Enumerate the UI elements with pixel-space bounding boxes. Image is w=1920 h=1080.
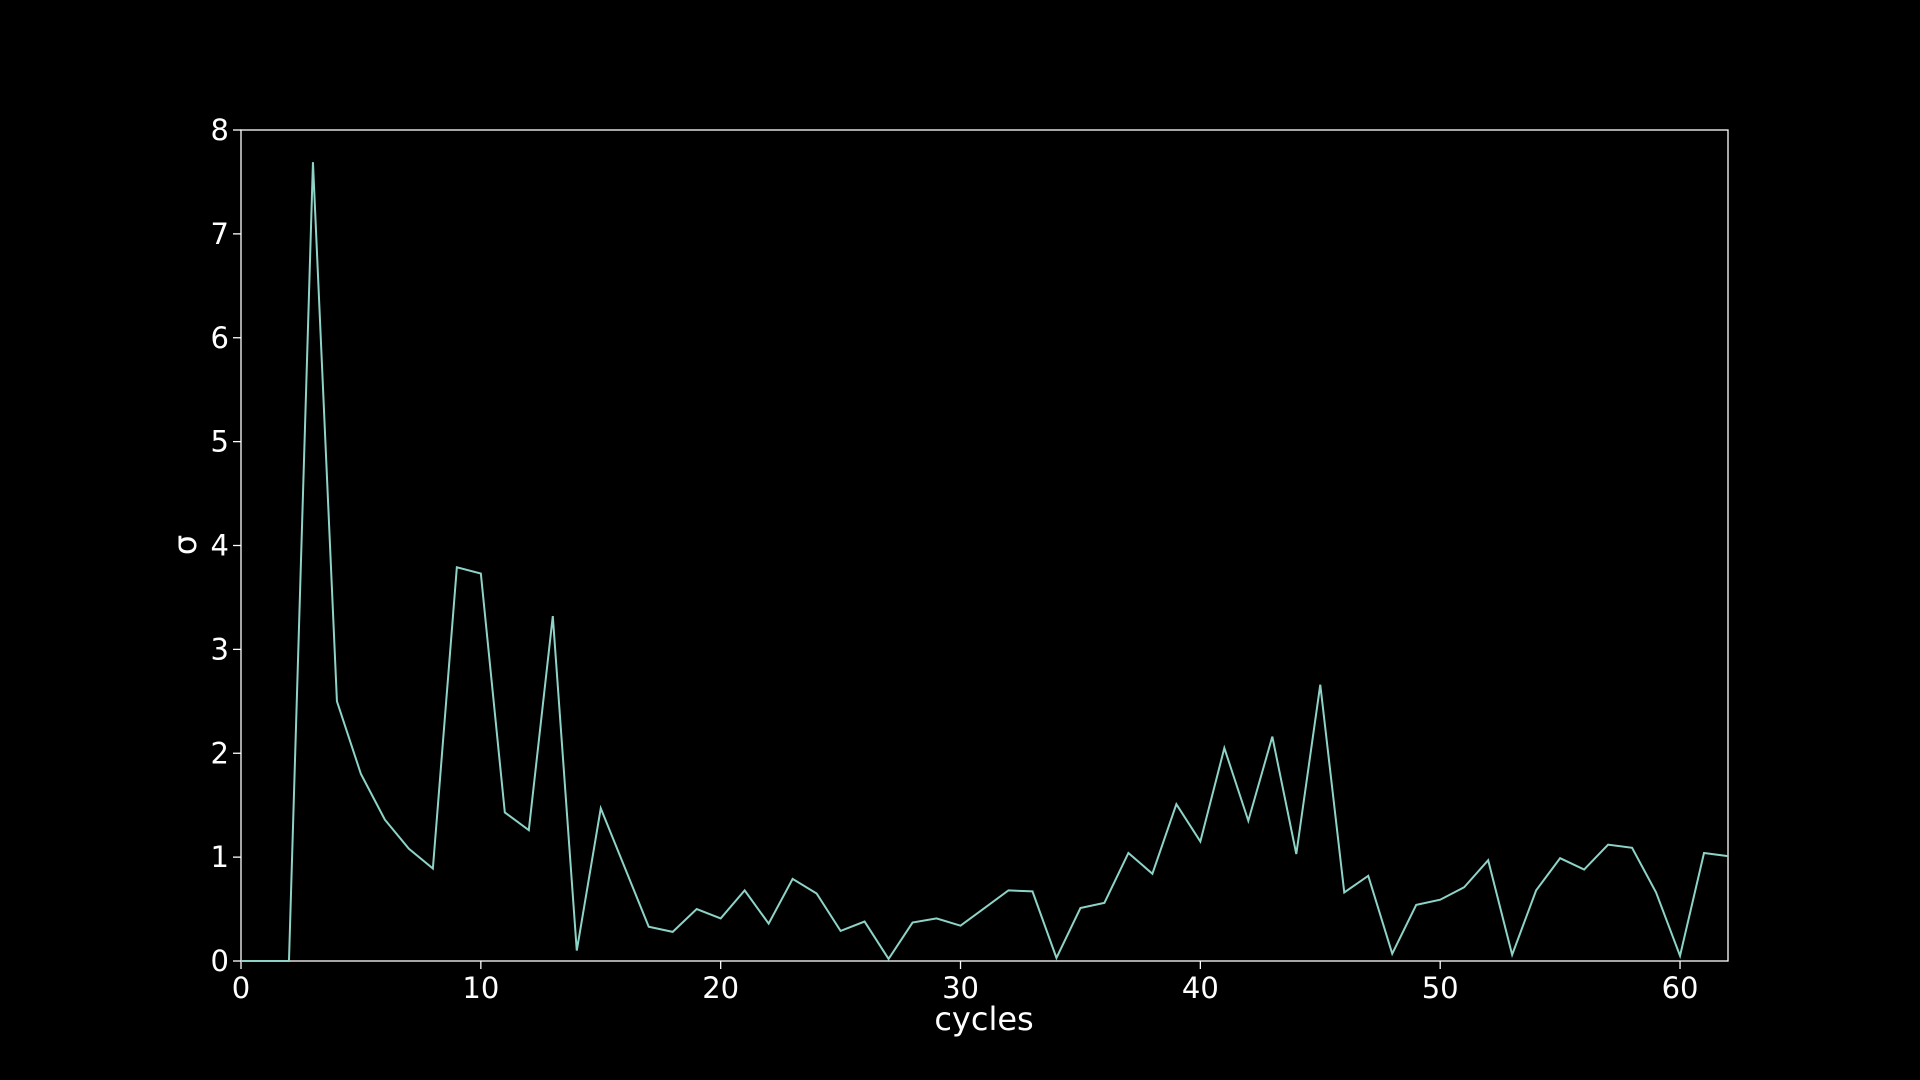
y-tick-label: 2 xyxy=(211,736,229,770)
y-tick-label: 6 xyxy=(211,321,229,355)
y-tick-label: 1 xyxy=(211,840,229,874)
y-tick-label: 5 xyxy=(211,425,229,459)
x-tick-label: 30 xyxy=(942,971,979,1005)
series-line xyxy=(241,162,1729,962)
y-tick-label: 8 xyxy=(211,113,229,147)
x-axis-label: cycles xyxy=(934,1000,1033,1038)
y-tick-label: 7 xyxy=(211,217,229,251)
x-axis-ticks: 0 10 20 30 40 50 60 xyxy=(232,961,1699,1005)
x-tick-label: 50 xyxy=(1422,971,1459,1005)
y-tick-label: 4 xyxy=(211,529,229,563)
x-tick-label: 0 xyxy=(232,971,250,1005)
y-axis-ticks: 0 1 2 3 4 5 6 7 8 xyxy=(211,113,241,978)
y-tick-label: 3 xyxy=(211,632,229,666)
plot-area xyxy=(240,129,1729,962)
y-axis-label: σ xyxy=(166,535,204,555)
x-tick-label: 10 xyxy=(462,971,499,1005)
x-tick-label: 40 xyxy=(1182,971,1219,1005)
x-tick-label: 60 xyxy=(1662,971,1699,1005)
y-tick-label: 0 xyxy=(211,944,229,978)
x-tick-label: 20 xyxy=(702,971,739,1005)
